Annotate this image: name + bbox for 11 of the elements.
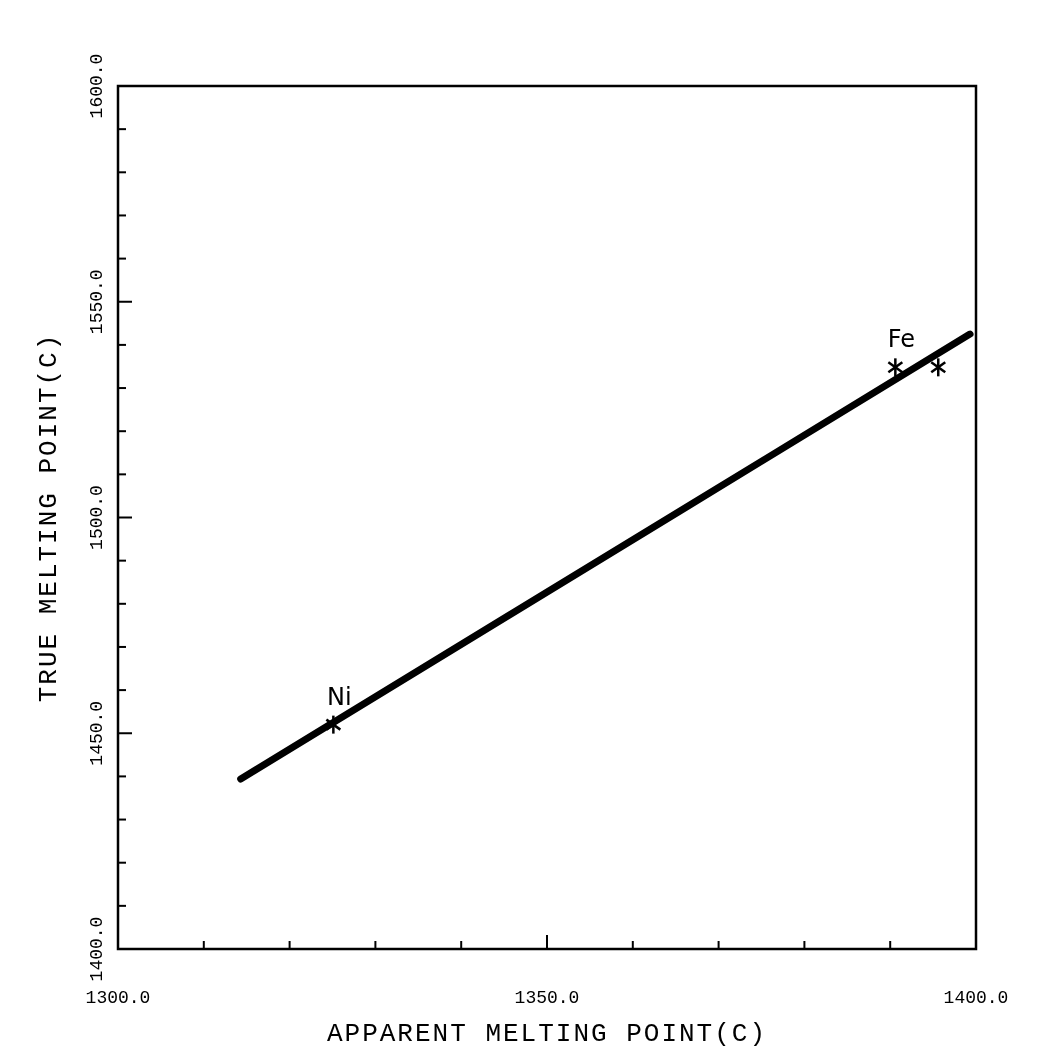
annotation: Ni xyxy=(327,682,352,711)
x-tick-label: 1300.0 xyxy=(85,988,151,1008)
y-tick-label: 1600.0 xyxy=(87,53,107,119)
y-axis-title: TRUE MELTING POINT(C) xyxy=(34,332,64,703)
y-tick-label: 1500.0 xyxy=(87,485,107,550)
annotation: Fe xyxy=(887,325,915,354)
y-tick-label: 1550.0 xyxy=(87,269,107,335)
y-tick-label: 1450.0 xyxy=(87,700,107,766)
x-tick-label: 1400.0 xyxy=(943,988,1009,1008)
x-axis-title: APPARENT MELTING POINT(C) xyxy=(326,1019,768,1049)
x-tick-label: 1350.0 xyxy=(514,988,580,1008)
